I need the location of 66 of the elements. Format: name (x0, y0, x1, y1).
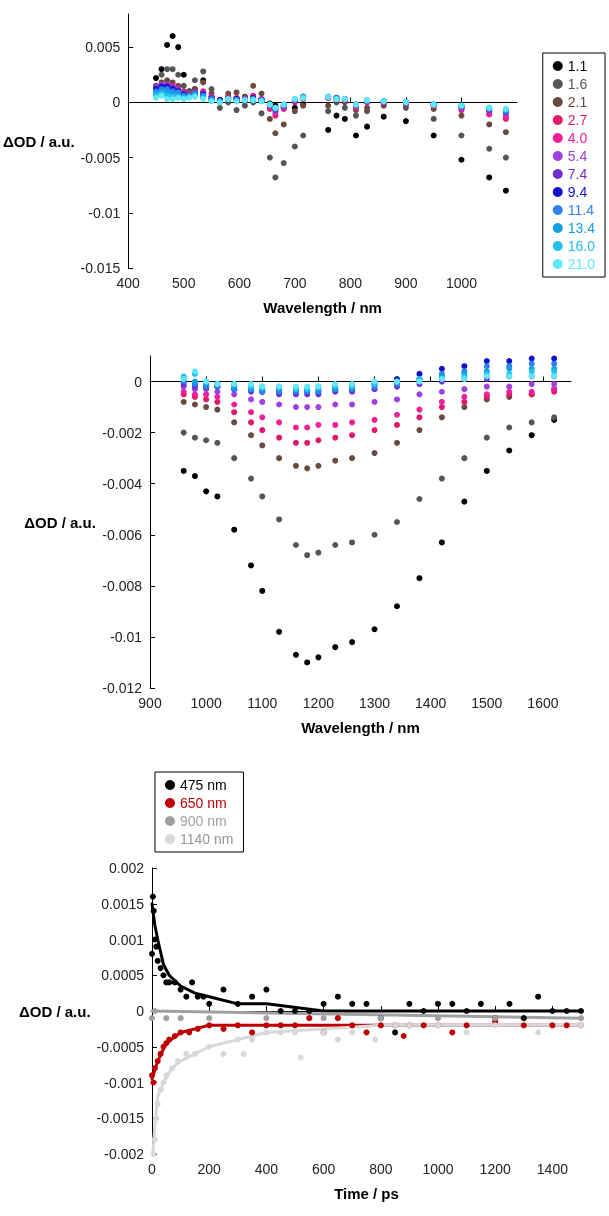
y-tick-label: -0.002 (102, 424, 143, 441)
y-tick-label: -0.0005 (96, 1038, 145, 1055)
x-tick-label: 500 (172, 275, 196, 291)
legend-label: 475 nm (180, 777, 227, 793)
y-tick-label: 0.001 (108, 931, 145, 948)
x-tick-label: 1400 (415, 695, 447, 711)
x-tick-label: 800 (338, 275, 363, 291)
x-tick-label: 1200 (302, 695, 335, 711)
x-tick-label: 900 (138, 695, 162, 711)
x-tick-label: 800 (369, 1161, 393, 1177)
x-tick-label: 400 (254, 1161, 279, 1177)
x-tick-label: 1000 (445, 275, 478, 291)
y-tick-label: -0.006 (102, 526, 143, 543)
y-axis-title: ΔOD / a.u. (18, 1002, 91, 1020)
y-tick-label: 0.0005 (101, 967, 145, 984)
legend-label: 7.4 (567, 166, 588, 182)
legend-label: 21.0 (567, 256, 596, 272)
legend-label: 16.0 (567, 238, 596, 254)
legend-label: 900 nm (180, 813, 227, 829)
x-tick-label: 1300 (358, 695, 391, 711)
legend-label: 13.4 (567, 220, 596, 236)
y-tick-label: 0 (134, 373, 143, 390)
y-tick-label: -0.008 (102, 577, 143, 594)
y-axis-title: ΔOD / a.u. (24, 513, 96, 531)
x-tick-label: 1000 (190, 695, 222, 711)
x-tick-label: 1200 (479, 1161, 511, 1177)
legend-label: 1140 nm (180, 831, 234, 847)
x-tick-label: 200 (197, 1161, 222, 1177)
legend-label: 1.6 (567, 76, 588, 92)
legend-label: 11.4 (567, 202, 595, 218)
y-axis-title: ΔOD / a.u. (3, 132, 75, 150)
y-tick-label: 0 (136, 1003, 145, 1019)
y-tick-label: -0.004 (102, 475, 143, 492)
x-axis-title: Time / ps (334, 1185, 399, 1202)
x-tick-label: 0 (148, 1161, 157, 1177)
legend-label: 650 nm (180, 795, 227, 811)
x-tick-label: 1400 (536, 1161, 569, 1177)
x-axis-title: Wavelength / nm (301, 719, 420, 736)
y-tick-label: -0.01 (88, 204, 121, 221)
x-tick-label: 1600 (527, 695, 559, 711)
y-tick-label: 0 (112, 94, 121, 111)
legend-label: 2.7 (567, 112, 588, 128)
y-tick-label: -0.001 (104, 1074, 145, 1091)
x-tick-label: 1100 (247, 695, 278, 711)
legend-label: 1.1 (567, 58, 588, 74)
x-axis-title: Wavelength / nm (263, 299, 382, 316)
x-tick-label: 900 (394, 275, 418, 291)
x-tick-label: 600 (227, 275, 252, 291)
y-tick-label: -0.002 (104, 1146, 145, 1162)
legend-label: 4.0 (567, 130, 588, 146)
y-tick-label: -0.01 (110, 628, 143, 645)
x-tick-label: 600 (311, 1161, 336, 1177)
x-tick-label: 400 (116, 275, 141, 291)
y-tick-label: -0.012 (102, 680, 143, 696)
y-tick-label: 0.005 (85, 39, 121, 56)
legend-label: 2.1 (567, 94, 588, 110)
y-tick-label: 0.002 (108, 860, 145, 876)
x-tick-label: 1000 (422, 1161, 454, 1177)
y-tick-label: -0.005 (80, 149, 121, 166)
y-tick-label: -0.015 (80, 260, 121, 276)
x-tick-label: 700 (283, 275, 307, 291)
x-tick-label: 1500 (471, 695, 503, 711)
y-tick-label: 0.0015 (101, 895, 145, 912)
y-tick-label: -0.0015 (96, 1110, 145, 1127)
legend-label: 9.4 (567, 184, 588, 200)
legend-label: 5.4 (567, 148, 588, 164)
